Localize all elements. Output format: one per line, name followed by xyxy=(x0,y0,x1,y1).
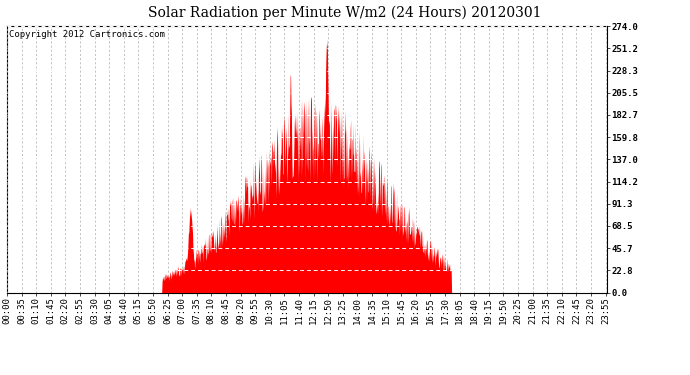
Text: Solar Radiation per Minute W/m2 (24 Hours) 20120301: Solar Radiation per Minute W/m2 (24 Hour… xyxy=(148,6,542,20)
Text: Copyright 2012 Cartronics.com: Copyright 2012 Cartronics.com xyxy=(9,30,165,39)
